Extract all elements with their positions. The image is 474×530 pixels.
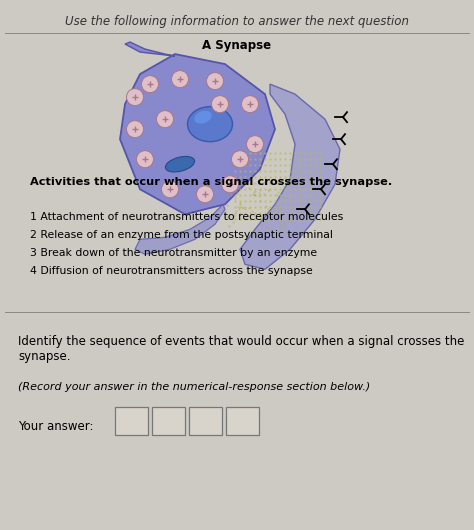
Circle shape	[172, 70, 189, 87]
Circle shape	[207, 73, 224, 90]
Text: A Synapse: A Synapse	[202, 39, 272, 52]
Circle shape	[231, 151, 248, 167]
Text: Identify the sequence of events that would occur when a signal crosses the
synap: Identify the sequence of events that wou…	[18, 335, 465, 364]
Circle shape	[156, 111, 173, 128]
Polygon shape	[125, 42, 175, 56]
Circle shape	[241, 95, 258, 113]
Text: Your answer:: Your answer:	[18, 420, 93, 433]
Text: 1 Attachment of neurotransmitters to receptor molecules: 1 Attachment of neurotransmitters to rec…	[30, 213, 343, 222]
Text: 3 Break down of the neurotransmitter by an enzyme: 3 Break down of the neurotransmitter by …	[30, 249, 317, 258]
FancyBboxPatch shape	[189, 407, 222, 435]
Text: Use the following information to answer the next question: Use the following information to answer …	[65, 15, 409, 28]
Text: 4 Diffusion of neurotransmitters across the synapse: 4 Diffusion of neurotransmitters across …	[30, 267, 313, 276]
Circle shape	[211, 95, 228, 113]
Circle shape	[221, 176, 238, 193]
Text: (Record your answer in the numerical-response section below.): (Record your answer in the numerical-res…	[18, 382, 370, 392]
Circle shape	[127, 121, 144, 138]
Ellipse shape	[188, 107, 233, 142]
Polygon shape	[135, 204, 225, 254]
Text: Activities that occur when a signal crosses the synapse.: Activities that occur when a signal cros…	[30, 177, 392, 187]
Circle shape	[137, 151, 154, 167]
FancyBboxPatch shape	[226, 407, 259, 435]
Polygon shape	[240, 84, 340, 269]
Polygon shape	[120, 54, 275, 214]
Circle shape	[246, 136, 264, 153]
Text: 2 Release of an enzyme from the postsynaptic terminal: 2 Release of an enzyme from the postsyna…	[30, 231, 333, 240]
Circle shape	[197, 186, 213, 203]
FancyBboxPatch shape	[115, 407, 148, 435]
Circle shape	[162, 181, 179, 198]
Ellipse shape	[165, 156, 195, 172]
Circle shape	[127, 89, 144, 105]
Circle shape	[142, 76, 158, 93]
FancyBboxPatch shape	[152, 407, 185, 435]
Ellipse shape	[194, 111, 212, 123]
